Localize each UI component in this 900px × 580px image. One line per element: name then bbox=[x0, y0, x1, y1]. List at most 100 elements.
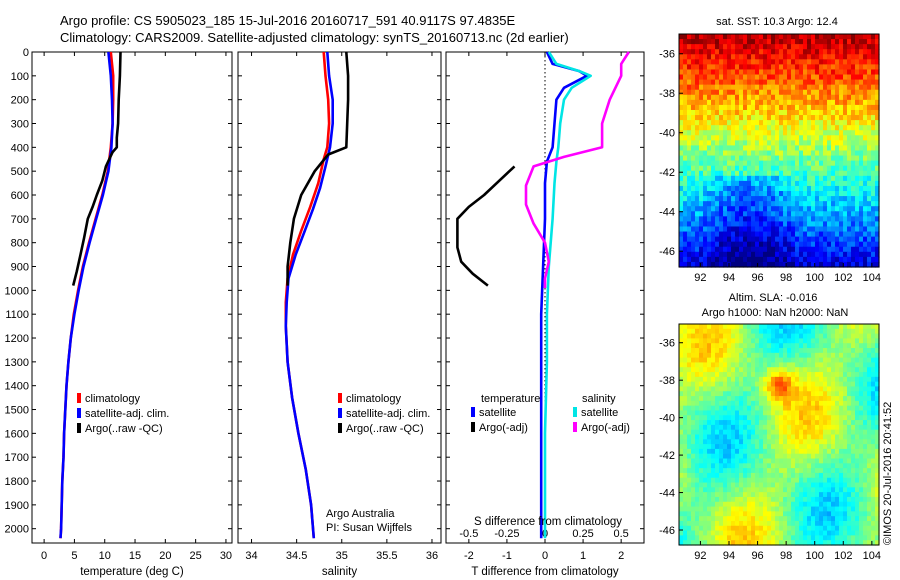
map-cell bbox=[875, 501, 880, 508]
map-cell bbox=[735, 453, 740, 460]
map-cell bbox=[799, 150, 804, 157]
map-cell bbox=[771, 206, 776, 212]
map-cell bbox=[823, 396, 828, 402]
map-cell bbox=[859, 115, 864, 121]
map-cell bbox=[767, 376, 772, 383]
map-cell bbox=[771, 216, 776, 223]
map-cell bbox=[811, 241, 816, 248]
map-cell bbox=[779, 535, 784, 541]
map-cell bbox=[851, 530, 856, 536]
map-cell bbox=[783, 492, 788, 498]
map-cell bbox=[823, 246, 828, 253]
map-cell bbox=[767, 453, 772, 460]
map-cell bbox=[827, 185, 832, 192]
map-cell bbox=[875, 175, 880, 182]
map-cell bbox=[871, 104, 876, 111]
map-cell bbox=[747, 185, 752, 192]
map-cell bbox=[859, 372, 864, 378]
map-cell bbox=[831, 516, 836, 522]
map-cell bbox=[835, 104, 840, 111]
map-cell bbox=[715, 535, 720, 541]
map-cell bbox=[843, 362, 848, 368]
map-cell bbox=[783, 206, 788, 212]
map-cell bbox=[751, 482, 756, 488]
map-cell bbox=[775, 155, 780, 162]
map-cell bbox=[743, 352, 748, 359]
map-cell bbox=[679, 472, 684, 479]
map-cell bbox=[787, 468, 792, 474]
map-cell bbox=[863, 415, 868, 421]
map-cell bbox=[751, 458, 756, 464]
map-cell bbox=[875, 241, 880, 248]
map-cell bbox=[771, 170, 776, 177]
map-cell bbox=[771, 145, 776, 152]
map-cell bbox=[683, 196, 688, 202]
map-cell bbox=[847, 94, 852, 101]
map-cell bbox=[803, 376, 808, 383]
map-cell bbox=[787, 367, 792, 373]
map-cell bbox=[735, 520, 740, 527]
map-cell bbox=[875, 246, 880, 253]
map-cell bbox=[707, 434, 712, 440]
map-cell bbox=[871, 410, 876, 416]
map-cell bbox=[771, 424, 776, 431]
map-cell bbox=[859, 145, 864, 152]
map-cell bbox=[843, 496, 848, 503]
map-cell bbox=[763, 104, 768, 111]
map-cell bbox=[691, 482, 696, 488]
map-cell bbox=[871, 352, 876, 359]
map-cell bbox=[855, 424, 860, 431]
map-cell bbox=[823, 180, 828, 187]
map-cell bbox=[723, 487, 728, 493]
map-cell bbox=[839, 130, 844, 136]
y-tick-label: 1100 bbox=[5, 309, 29, 321]
map-cell bbox=[823, 525, 828, 532]
map-cell bbox=[695, 104, 700, 111]
map-cell bbox=[771, 39, 776, 45]
map-cell bbox=[723, 99, 728, 106]
map-cell bbox=[787, 69, 792, 76]
map-cell bbox=[831, 396, 836, 402]
map-cell bbox=[799, 120, 804, 126]
map-cell bbox=[855, 400, 860, 407]
map-cell bbox=[771, 89, 776, 96]
map-cell bbox=[811, 89, 816, 96]
map-cell bbox=[759, 109, 764, 116]
map-cell bbox=[851, 357, 856, 364]
map-cell bbox=[735, 226, 740, 233]
map-cell bbox=[735, 251, 740, 258]
map-cell bbox=[875, 256, 880, 263]
map-cell bbox=[815, 99, 820, 106]
map-cell bbox=[795, 448, 800, 455]
map-cell bbox=[719, 251, 724, 258]
map-cell bbox=[795, 487, 800, 493]
map-cell bbox=[855, 231, 860, 238]
map-cell bbox=[711, 175, 716, 182]
map-cell bbox=[771, 54, 776, 60]
map-cell bbox=[847, 400, 852, 407]
map-cell bbox=[835, 236, 840, 243]
map-cell bbox=[779, 251, 784, 258]
map-cell bbox=[707, 338, 712, 344]
map-cell bbox=[823, 160, 828, 167]
map-cell bbox=[719, 89, 724, 96]
map-cell bbox=[859, 140, 864, 147]
series-line bbox=[284, 51, 334, 539]
map-cell bbox=[731, 520, 736, 527]
map-cell bbox=[691, 130, 696, 136]
map-cell bbox=[847, 155, 852, 162]
map-cell bbox=[747, 492, 752, 498]
map-cell bbox=[759, 246, 764, 253]
map-cell bbox=[763, 180, 768, 187]
map-cell bbox=[783, 175, 788, 182]
map-cell bbox=[791, 155, 796, 162]
map-cell bbox=[771, 160, 776, 167]
map-cell bbox=[867, 391, 872, 397]
map-cell bbox=[855, 155, 860, 162]
map-cell bbox=[823, 381, 828, 388]
map-cell bbox=[799, 191, 804, 197]
map-cell bbox=[719, 338, 724, 344]
map-cell bbox=[731, 140, 736, 147]
map-cell bbox=[855, 525, 860, 532]
map-cell bbox=[827, 34, 832, 40]
